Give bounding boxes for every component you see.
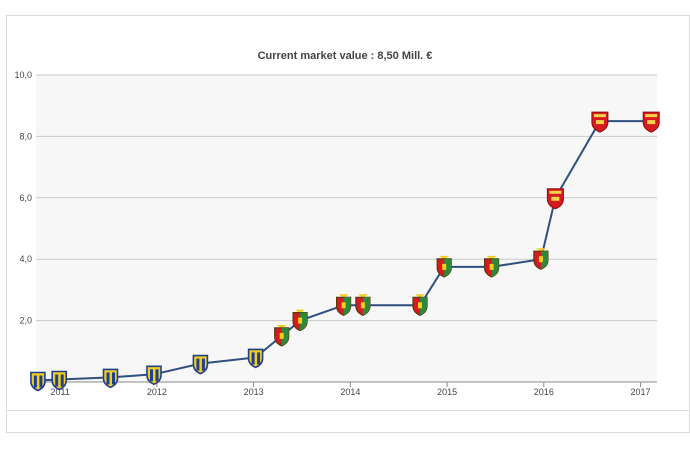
x-tick-label: 2011 bbox=[51, 387, 70, 397]
panel-footer-divider bbox=[6, 410, 690, 411]
club-crest-marker[interactable] bbox=[336, 294, 352, 316]
club-crest-marker[interactable] bbox=[274, 324, 290, 347]
club-crest-marker[interactable] bbox=[546, 188, 564, 210]
y-tick-label: 8,0 bbox=[19, 131, 32, 141]
chart-title: Current market value : 8,50 Mill. € bbox=[257, 50, 433, 62]
x-tick-label: 2014 bbox=[340, 387, 360, 397]
y-axis-labels: 10,0 8,0 6,0 4,0 2,0 bbox=[14, 70, 32, 326]
club-crest-marker[interactable] bbox=[30, 371, 46, 392]
club-crest-marker[interactable] bbox=[533, 248, 549, 270]
club-crest-marker[interactable] bbox=[192, 354, 209, 375]
x-tick-label: 2012 bbox=[147, 387, 167, 397]
club-markers bbox=[30, 111, 660, 392]
club-crest-marker[interactable] bbox=[247, 348, 264, 369]
club-crest-marker[interactable] bbox=[484, 255, 500, 278]
y-tick-label: 10,0 bbox=[14, 70, 32, 80]
y-tick-label: 6,0 bbox=[19, 193, 32, 203]
x-tick-label: 2013 bbox=[244, 387, 264, 397]
club-crest-marker[interactable] bbox=[292, 309, 308, 332]
club-crest-marker[interactable] bbox=[412, 294, 428, 316]
x-tick-label: 2017 bbox=[631, 387, 651, 397]
y-tick-label: 2,0 bbox=[19, 316, 32, 326]
x-tick-label: 2016 bbox=[534, 387, 554, 397]
x-axis: 2011 2012 2013 2014 2015 2016 2017 bbox=[36, 381, 657, 397]
club-crest-marker[interactable] bbox=[51, 370, 68, 391]
club-crest-marker[interactable] bbox=[146, 365, 162, 386]
club-crest-marker[interactable] bbox=[102, 368, 119, 389]
y-tick-label: 4,0 bbox=[19, 254, 32, 264]
club-crest-marker[interactable] bbox=[355, 294, 371, 316]
x-tick-label: 2015 bbox=[437, 387, 457, 397]
club-crest-marker[interactable] bbox=[642, 111, 660, 133]
club-crest-marker[interactable] bbox=[436, 255, 452, 278]
club-crest-marker[interactable] bbox=[591, 111, 609, 133]
plot-area bbox=[36, 75, 657, 382]
